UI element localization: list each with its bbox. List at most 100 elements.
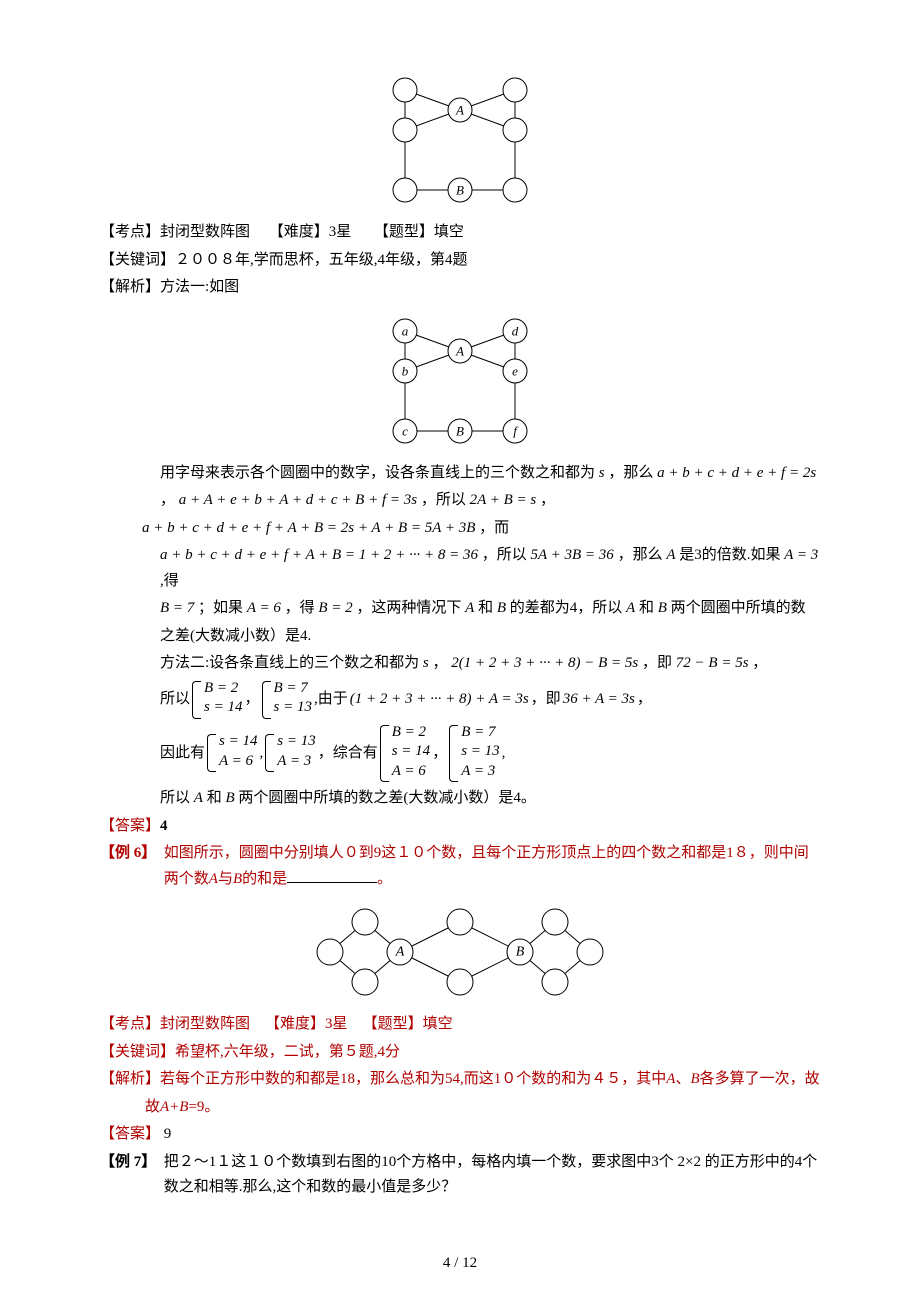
v: 填空 xyxy=(423,1016,453,1032)
l: 【难度】 xyxy=(265,1016,325,1032)
keyword-label: 【关键词】 xyxy=(100,252,175,268)
meta-line-3: 【解析】方法一:如图 xyxy=(100,275,820,301)
t: ， xyxy=(432,741,447,767)
eq: s = 13 xyxy=(274,699,312,715)
answer-label: 【答案】 xyxy=(100,818,160,834)
t: 所以 xyxy=(160,687,190,713)
answer-label: 【答案】 xyxy=(100,1126,160,1142)
brace-group: s = 13 A = 3 xyxy=(265,732,315,774)
var-B: B xyxy=(497,600,506,616)
page-footer: 4 / 12 xyxy=(100,1251,820,1277)
d2-c: c xyxy=(402,423,408,438)
eq: 5A + 3B = 36 xyxy=(531,547,614,563)
eq: B = 2 xyxy=(318,600,352,616)
example-7: 【例 7】 把２～1１这１０个数填到右图的10个方格中，每格内填一个数，要求图中… xyxy=(100,1150,820,1201)
meta2-line-4: 故A+B=9。 xyxy=(100,1095,820,1121)
eq: 36 + A = 3s xyxy=(563,687,635,713)
t: ，综合有 xyxy=(318,741,378,767)
tixing: 填空 xyxy=(434,224,464,240)
t: ，而 xyxy=(479,520,509,536)
var-A: A xyxy=(626,600,635,616)
t: ，即 xyxy=(642,655,672,671)
t: 和 xyxy=(478,600,493,616)
eq: B = 7 xyxy=(274,680,308,696)
meta-line-2: 【关键词】２００８年,学而思杯，五年级,4年级，第4题 xyxy=(100,248,820,274)
t: 两个圆圈中所填的数之差(大数减小数）是4。 xyxy=(238,790,536,806)
brace-group: B = 7 s = 13 xyxy=(262,679,312,721)
jiexi-label: 【解析】 xyxy=(100,279,160,295)
t: ,得 xyxy=(160,573,179,589)
t: 两个圆圈中所填的数 xyxy=(671,600,806,616)
t: 若每个正方形中数的和都是18，那么总和为54,而这1０个数的和为４５，其中 xyxy=(160,1071,666,1087)
answer-1: 【答案】4 xyxy=(100,814,820,840)
eq: B = 7 xyxy=(461,724,495,740)
eq: B = 7 xyxy=(160,600,194,616)
var-A: A xyxy=(209,871,218,887)
eq: s = 13 xyxy=(461,743,499,759)
t: ；如果 xyxy=(198,600,243,616)
t: ，所以 xyxy=(482,547,527,563)
var-B: B xyxy=(690,1071,699,1087)
eq: s = 13 xyxy=(277,733,315,749)
t: 。 xyxy=(377,871,392,887)
d2-b: b xyxy=(402,363,409,378)
d2-a: a xyxy=(402,323,409,338)
d2-A: A xyxy=(455,343,464,358)
t: 与 xyxy=(218,871,233,887)
var-B: B xyxy=(225,790,234,806)
t: 方法二:设各条直线上的三个数之和都为 xyxy=(160,655,419,671)
t: ， xyxy=(244,687,259,713)
l: 【考点】 xyxy=(100,1016,160,1032)
t: ， xyxy=(540,492,555,508)
t: 的和是 xyxy=(242,871,287,887)
t: ,由于 xyxy=(314,687,348,713)
eq: a + b + c + d + e + f + A + B = 1 + 2 + … xyxy=(160,547,478,563)
d2-B: B xyxy=(456,423,464,438)
t: 因此有 xyxy=(160,741,205,767)
brace-group: B = 2 s = 14 A = 6 xyxy=(380,723,430,785)
d2-e: e xyxy=(512,363,518,378)
jiexi-intro: 方法一:如图 xyxy=(160,279,239,295)
tixing-label: 【题型】 xyxy=(374,224,434,240)
eq: a + b + c + d + e + f + A + B = 2s + A +… xyxy=(142,520,475,536)
d2-d: d xyxy=(512,323,519,338)
eq: B = 2 xyxy=(204,680,238,696)
t: 、 xyxy=(675,1071,690,1087)
d1-A: A xyxy=(455,103,464,118)
var-B: B xyxy=(233,871,242,887)
eq: A = 3 xyxy=(784,547,818,563)
t: ，那么 xyxy=(608,465,653,481)
diagram-1: A B xyxy=(100,70,820,210)
example-body: 把２～1１这１０个数填到右图的10个方格中，每格内填一个数，要求图中3个 2×2… xyxy=(164,1150,820,1201)
var-B: B xyxy=(658,600,667,616)
eq: A = 3 xyxy=(461,763,495,779)
eq: A = 6 xyxy=(219,753,253,769)
t: ， xyxy=(160,492,175,508)
t: 所以 xyxy=(160,790,190,806)
v: 封闭型数阵图 xyxy=(160,1016,250,1032)
example-6: 【例 6】 如图所示，圆圈中分别填人０到9这１０个数，且每个正方形顶点上的四个数… xyxy=(100,841,820,892)
t: 用字母来表示各个圆圈中的数字，设各条直线上的三个数之和都为 xyxy=(160,465,595,481)
var-A: A xyxy=(666,547,675,563)
l: 【解析】 xyxy=(100,1071,160,1087)
answer-value: 9 xyxy=(164,1126,172,1142)
t: , xyxy=(259,741,263,767)
eq: 2A + B = s xyxy=(470,492,537,508)
answer-2: 【答案】 9 xyxy=(100,1122,820,1148)
kaodian: 封闭型数阵图 xyxy=(160,224,250,240)
eq: a + b + c + d + e + f = 2s xyxy=(657,465,816,481)
nandu-label: 【难度】 xyxy=(269,224,329,240)
diagram-2: a d A b e c B f xyxy=(100,311,820,451)
t: 的差都为4，所以 xyxy=(510,600,623,616)
var-s: s xyxy=(599,465,605,481)
meta2-line-2: 【关键词】希望杯,六年级，二试，第５题,4分 xyxy=(100,1040,820,1066)
t: ，得 xyxy=(285,600,315,616)
eq: 2(1 + 2 + 3 + ··· + 8) − B = 5s xyxy=(451,655,638,671)
var-A: A xyxy=(194,790,203,806)
t: 各多算了一次，故 xyxy=(700,1071,820,1087)
meta2-line-1: 【考点】封闭型数阵图 【难度】3星 【题型】填空 xyxy=(100,1012,820,1038)
keyword: ２００８年,学而思杯，五年级,4年级，第4题 xyxy=(175,252,468,268)
eq: A = 6 xyxy=(247,600,281,616)
eq: B = 2 xyxy=(392,724,426,740)
meta-line-1: 【考点】封闭型数阵图 【难度】3星 【题型】填空 xyxy=(100,220,820,246)
